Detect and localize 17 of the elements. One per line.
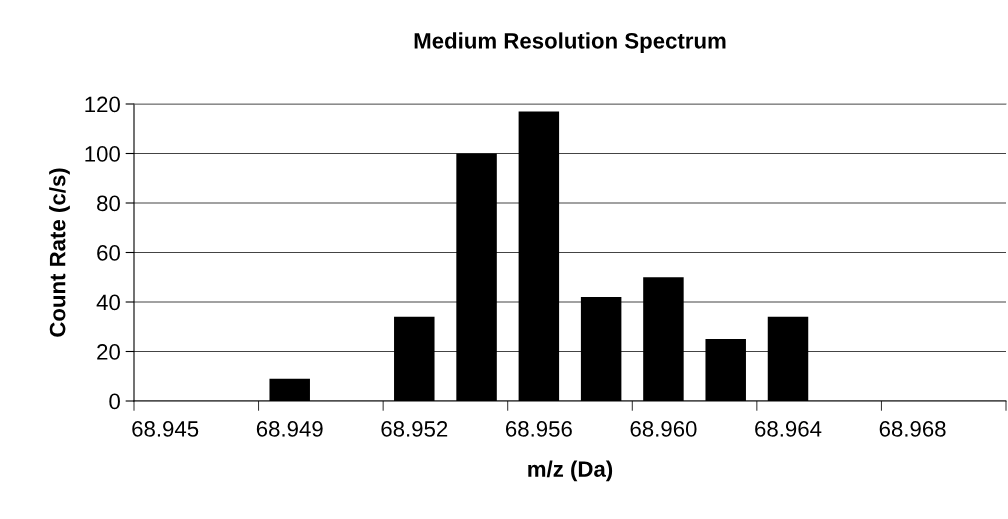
y-tick-label: 20 (97, 344, 120, 360)
x-tick-label: 68.952 (381, 421, 448, 437)
x-tick-label: 68.964 (755, 421, 822, 437)
y-tick-label: 100 (85, 146, 120, 162)
x-tick-label: 68.956 (506, 421, 572, 437)
x-tick-label: 68.968 (879, 421, 946, 437)
x-tick-label: 68.949 (256, 421, 323, 437)
chart-title: Medium Resolution Spectrum (414, 32, 726, 54)
y-tick-label: 80 (97, 195, 120, 212)
y-tick-label: 0 (109, 393, 120, 410)
y-axis-title: Count Rate (c/s) (49, 168, 70, 337)
x-tick-label: 68.960 (630, 421, 697, 437)
x-axis-title: m/z (Da) (528, 460, 613, 482)
y-tick-label: 40 (96, 294, 120, 311)
x-tick-label: 68.945 (132, 421, 199, 437)
y-tick-label: 120 (85, 96, 120, 113)
y-tick-label: 60 (97, 245, 120, 261)
